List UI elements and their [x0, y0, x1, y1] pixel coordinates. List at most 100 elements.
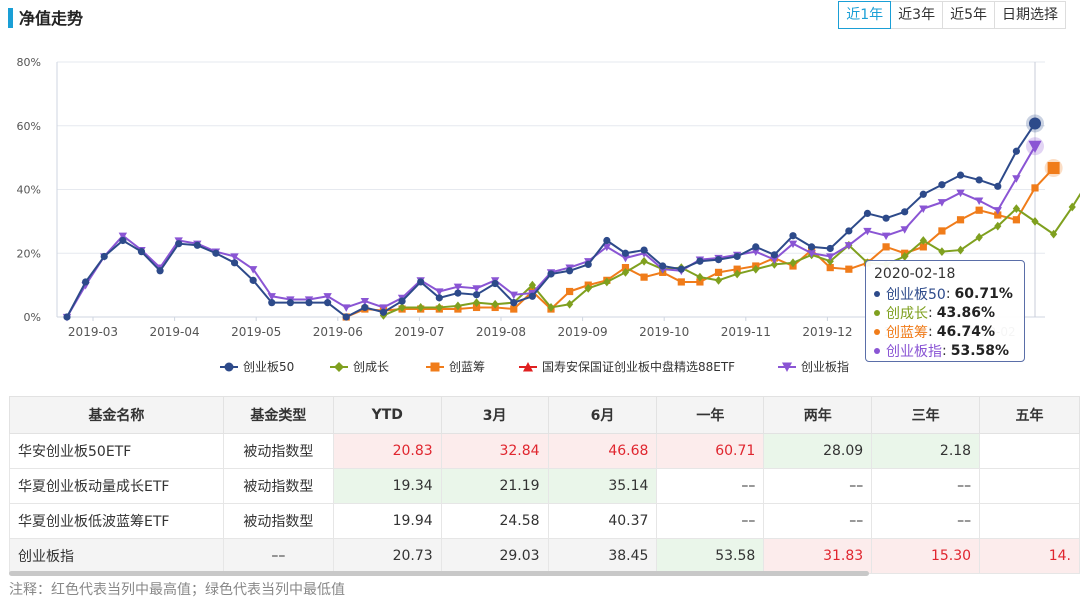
- legend-item[interactable]: 国寿安保国证创业板中盘精选88ETF: [519, 358, 735, 375]
- data-point[interactable]: [118, 232, 128, 241]
- data-point[interactable]: [1047, 162, 1060, 175]
- tab-3-years[interactable]: 近3年: [890, 1, 944, 29]
- data-point[interactable]: [603, 236, 611, 245]
- tab-date-picker[interactable]: 日期选择: [994, 1, 1066, 29]
- data-point[interactable]: [230, 259, 239, 267]
- data-point[interactable]: [900, 226, 909, 234]
- data-point[interactable]: [510, 305, 518, 313]
- data-point[interactable]: [994, 221, 1002, 231]
- data-point[interactable]: [919, 236, 927, 245]
- data-point[interactable]: [881, 232, 891, 241]
- data-point[interactable]: [417, 278, 425, 286]
- data-point[interactable]: [677, 278, 685, 286]
- table-row[interactable]: 华夏创业板动量成长ETF 被动指数型 19.34 21.19 35.14 –– –– ––: [9, 468, 1080, 504]
- data-point[interactable]: [491, 279, 499, 288]
- data-point[interactable]: [826, 244, 834, 253]
- data-point[interactable]: [882, 214, 890, 222]
- data-point[interactable]: [1031, 216, 1039, 226]
- data-point[interactable]: [696, 278, 704, 286]
- data-point[interactable]: [249, 276, 257, 284]
- data-point[interactable]: [454, 289, 462, 297]
- data-point[interactable]: [621, 254, 630, 263]
- data-point[interactable]: [230, 253, 239, 261]
- data-point[interactable]: [640, 273, 648, 281]
- data-point[interactable]: [1068, 202, 1076, 212]
- data-point[interactable]: [938, 247, 946, 257]
- data-point[interactable]: [733, 265, 741, 273]
- fund-name-cell[interactable]: 创业板指: [9, 538, 224, 574]
- data-point[interactable]: [770, 256, 779, 265]
- data-point[interactable]: [248, 266, 258, 274]
- data-point[interactable]: [566, 299, 574, 309]
- data-point[interactable]: [435, 294, 443, 302]
- col-header-fund-type[interactable]: 基金类型: [222, 396, 334, 434]
- data-point[interactable]: [1012, 175, 1021, 183]
- data-point[interactable]: [547, 303, 555, 312]
- data-point[interactable]: [528, 292, 536, 300]
- tab-5-years[interactable]: 近5年: [942, 1, 995, 29]
- table-row[interactable]: 华安创业板50ETF 被动指数型 20.83 32.84 46.68 60.71 28.09…: [9, 433, 1080, 469]
- data-point[interactable]: [509, 291, 518, 300]
- data-point[interactable]: [808, 243, 816, 251]
- data-point[interactable]: [472, 285, 481, 293]
- data-point[interactable]: [547, 270, 555, 278]
- data-point[interactable]: [919, 190, 927, 198]
- data-point[interactable]: [714, 268, 723, 276]
- data-point[interactable]: [621, 249, 630, 257]
- data-point[interactable]: [1029, 117, 1041, 130]
- data-point[interactable]: [491, 299, 499, 309]
- data-point[interactable]: [975, 176, 983, 184]
- data-point[interactable]: [268, 299, 276, 307]
- table-row[interactable]: 华夏创业板低波蓝筹ETF 被动指数型 19.94 24.58 40.37 –– –– ––: [9, 503, 1080, 539]
- legend-item[interactable]: 创成长: [330, 358, 389, 375]
- data-point[interactable]: [770, 251, 778, 259]
- data-point[interactable]: [826, 253, 835, 261]
- data-point[interactable]: [566, 267, 574, 275]
- fund-name-cell[interactable]: 华安创业板50ETF: [9, 433, 224, 469]
- data-point[interactable]: [919, 205, 928, 214]
- data-point[interactable]: [361, 303, 369, 312]
- data-point[interactable]: [286, 299, 294, 307]
- data-point[interactable]: [677, 265, 685, 273]
- data-point[interactable]: [807, 250, 816, 258]
- data-point[interactable]: [342, 313, 350, 321]
- data-point[interactable]: [324, 299, 332, 307]
- col-header-3y[interactable]: 三年: [871, 396, 981, 434]
- data-point[interactable]: [956, 245, 965, 255]
- data-point[interactable]: [938, 181, 946, 189]
- col-header-3m[interactable]: 3月: [440, 396, 549, 434]
- data-point[interactable]: [510, 299, 518, 307]
- data-point[interactable]: [137, 248, 146, 256]
- data-point[interactable]: [193, 241, 201, 249]
- data-point[interactable]: [379, 304, 388, 312]
- data-point[interactable]: [975, 232, 983, 242]
- data-point[interactable]: [919, 243, 927, 251]
- data-point[interactable]: [714, 256, 723, 264]
- data-point[interactable]: [119, 236, 127, 245]
- legend-item[interactable]: 创蓝筹: [426, 358, 485, 375]
- data-point[interactable]: [175, 240, 183, 248]
- data-point[interactable]: [602, 243, 612, 252]
- table-horizontal-scrollbar[interactable]: [9, 571, 869, 576]
- data-point[interactable]: [956, 216, 965, 224]
- data-point[interactable]: [640, 246, 648, 254]
- data-point[interactable]: [863, 227, 872, 236]
- table-row[interactable]: 创业板指 –– 20.73 29.03 38.45 53.58 31.83 15.30 14.: [9, 538, 1080, 574]
- col-header-ytd[interactable]: YTD: [332, 396, 442, 434]
- data-point[interactable]: [566, 287, 574, 296]
- data-point[interactable]: [398, 297, 406, 305]
- data-point[interactable]: [1028, 140, 1042, 154]
- data-point[interactable]: [63, 313, 71, 321]
- data-point[interactable]: [398, 303, 406, 312]
- data-point[interactable]: [472, 291, 481, 299]
- data-point[interactable]: [975, 206, 983, 214]
- data-point[interactable]: [267, 293, 276, 301]
- data-point[interactable]: [472, 303, 481, 312]
- data-point[interactable]: [417, 303, 425, 312]
- data-point[interactable]: [714, 275, 723, 285]
- nav-line-chart[interactable]: 0% 20% 40% 60% 80% 2019-03 2019-04 2019-05 2019-…: [0, 40, 1080, 350]
- data-point[interactable]: [212, 249, 220, 257]
- data-point[interactable]: [974, 197, 984, 206]
- data-point[interactable]: [733, 252, 741, 261]
- data-point[interactable]: [82, 278, 90, 286]
